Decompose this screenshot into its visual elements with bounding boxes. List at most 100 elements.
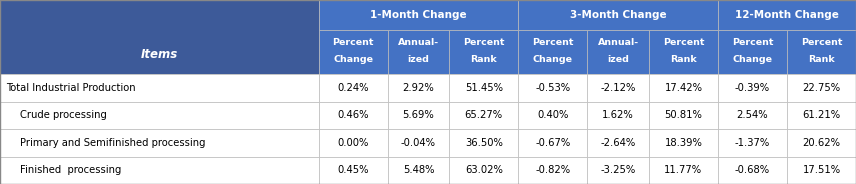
Text: Change: Change xyxy=(333,55,373,64)
Bar xyxy=(518,74,587,102)
Bar xyxy=(518,0,718,30)
Bar xyxy=(787,74,856,102)
Text: Change: Change xyxy=(532,55,573,64)
Text: Crude processing: Crude processing xyxy=(20,110,107,120)
Text: 65.27%: 65.27% xyxy=(465,110,502,120)
Bar xyxy=(318,129,388,157)
Bar xyxy=(787,157,856,184)
Bar xyxy=(787,30,856,74)
Text: Finished  processing: Finished processing xyxy=(20,165,122,175)
Text: -0.67%: -0.67% xyxy=(535,138,570,148)
Bar xyxy=(718,0,856,30)
Text: 2.54%: 2.54% xyxy=(737,110,769,120)
Bar xyxy=(587,157,649,184)
Text: Percent: Percent xyxy=(663,38,704,47)
Text: 0.00%: 0.00% xyxy=(337,138,369,148)
Text: 0.45%: 0.45% xyxy=(337,165,369,175)
Text: 1-Month Change: 1-Month Change xyxy=(370,10,467,20)
Text: Annual-: Annual- xyxy=(597,38,639,47)
Bar xyxy=(718,102,787,129)
Text: -0.39%: -0.39% xyxy=(735,83,770,93)
Bar xyxy=(318,102,388,129)
Bar xyxy=(518,30,587,74)
Bar xyxy=(0,74,318,102)
Text: -2.64%: -2.64% xyxy=(600,138,636,148)
Bar xyxy=(587,74,649,102)
Text: 2.92%: 2.92% xyxy=(402,83,434,93)
Text: -0.82%: -0.82% xyxy=(535,165,570,175)
Bar xyxy=(0,102,318,129)
Text: 12-Month Change: 12-Month Change xyxy=(735,10,839,20)
Text: Change: Change xyxy=(733,55,772,64)
Bar xyxy=(518,157,587,184)
Text: ized: ized xyxy=(607,55,629,64)
Text: 1.62%: 1.62% xyxy=(603,110,634,120)
Bar xyxy=(718,30,787,74)
Bar xyxy=(388,30,449,74)
Text: 3-Month Change: 3-Month Change xyxy=(570,10,667,20)
Bar xyxy=(0,0,318,74)
Bar xyxy=(649,102,718,129)
Text: 11.77%: 11.77% xyxy=(664,165,703,175)
Bar xyxy=(718,129,787,157)
Bar xyxy=(318,30,388,74)
Text: 61.21%: 61.21% xyxy=(802,110,841,120)
Text: -3.25%: -3.25% xyxy=(600,165,636,175)
Bar xyxy=(649,30,718,74)
Bar xyxy=(718,74,787,102)
Text: Primary and Semifinished processing: Primary and Semifinished processing xyxy=(20,138,205,148)
Bar xyxy=(787,102,856,129)
Bar xyxy=(318,0,518,30)
Text: 5.69%: 5.69% xyxy=(402,110,434,120)
Text: Percent: Percent xyxy=(332,38,374,47)
Bar xyxy=(649,157,718,184)
Bar xyxy=(449,74,518,102)
Text: 20.62%: 20.62% xyxy=(802,138,841,148)
Bar xyxy=(587,102,649,129)
Text: 51.45%: 51.45% xyxy=(465,83,502,93)
Text: 63.02%: 63.02% xyxy=(465,165,502,175)
Text: Percent: Percent xyxy=(732,38,773,47)
Text: 0.46%: 0.46% xyxy=(337,110,369,120)
Text: Rank: Rank xyxy=(670,55,697,64)
Text: Annual-: Annual- xyxy=(398,38,439,47)
Bar xyxy=(388,102,449,129)
Bar xyxy=(0,157,318,184)
Text: Percent: Percent xyxy=(463,38,504,47)
Text: -1.37%: -1.37% xyxy=(734,138,770,148)
Bar xyxy=(649,129,718,157)
Text: 5.48%: 5.48% xyxy=(402,165,434,175)
Bar xyxy=(388,129,449,157)
Text: Rank: Rank xyxy=(471,55,497,64)
Bar xyxy=(449,129,518,157)
Text: -0.53%: -0.53% xyxy=(535,83,570,93)
Text: 22.75%: 22.75% xyxy=(802,83,841,93)
Text: 18.39%: 18.39% xyxy=(664,138,703,148)
Bar xyxy=(587,30,649,74)
Bar xyxy=(449,157,518,184)
Bar xyxy=(587,129,649,157)
Bar xyxy=(718,157,787,184)
Text: Items: Items xyxy=(140,47,178,61)
Text: Rank: Rank xyxy=(808,55,835,64)
Bar xyxy=(318,74,388,102)
Text: 17.42%: 17.42% xyxy=(664,83,703,93)
Bar xyxy=(449,102,518,129)
Text: 0.24%: 0.24% xyxy=(337,83,369,93)
Text: -0.04%: -0.04% xyxy=(401,138,436,148)
Bar xyxy=(449,30,518,74)
Text: Percent: Percent xyxy=(532,38,574,47)
Text: 0.40%: 0.40% xyxy=(537,110,568,120)
Bar xyxy=(0,129,318,157)
Text: 36.50%: 36.50% xyxy=(465,138,502,148)
Text: -2.12%: -2.12% xyxy=(600,83,636,93)
Text: 17.51%: 17.51% xyxy=(802,165,841,175)
Text: ized: ized xyxy=(407,55,430,64)
Text: Total Industrial Production: Total Industrial Production xyxy=(6,83,135,93)
Bar xyxy=(318,157,388,184)
Bar xyxy=(518,102,587,129)
Bar xyxy=(649,74,718,102)
Text: -0.68%: -0.68% xyxy=(735,165,770,175)
Bar xyxy=(388,74,449,102)
Text: Percent: Percent xyxy=(800,38,842,47)
